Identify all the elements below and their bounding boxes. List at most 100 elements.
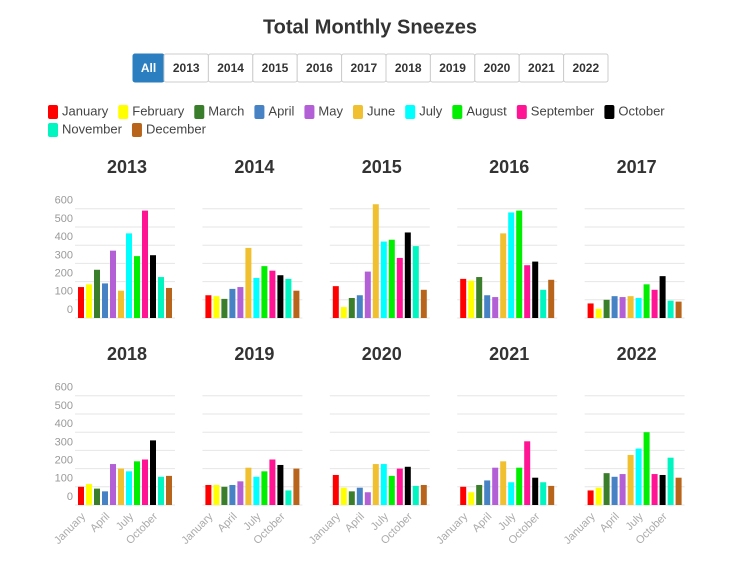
legend-label[interactable]: December: [146, 121, 207, 136]
bar: [420, 484, 427, 505]
x-tick-label: April: [216, 511, 240, 535]
bar: [126, 233, 132, 318]
bar: [118, 468, 124, 505]
bar: [261, 471, 268, 505]
bar: [659, 474, 666, 505]
bar: [643, 432, 650, 505]
legend-swatch[interactable]: [516, 105, 527, 119]
bar: [245, 467, 252, 505]
bar: [595, 487, 602, 505]
bar: [396, 257, 403, 318]
bar: [372, 464, 379, 505]
legend-label[interactable]: November: [62, 121, 123, 136]
x-tick-label: January: [179, 510, 216, 547]
filter-label[interactable]: 2018: [395, 61, 422, 75]
y-tick-label: 400: [55, 418, 73, 430]
filter-label[interactable]: 2017: [350, 61, 377, 75]
filter-label[interactable]: 2016: [306, 61, 333, 75]
legend-label[interactable]: April: [268, 103, 294, 118]
bar: [229, 484, 236, 505]
filter-label[interactable]: 2014: [217, 61, 244, 75]
filter-label[interactable]: All: [141, 61, 156, 75]
bar: [205, 484, 212, 505]
y-tick-label: 100: [55, 286, 73, 298]
bar: [261, 266, 268, 318]
bar: [404, 466, 411, 505]
bar: [651, 474, 658, 505]
bar: [476, 277, 483, 318]
bar: [396, 468, 403, 505]
filter-label[interactable]: 2019: [439, 61, 466, 75]
bar: [587, 303, 594, 318]
bar: [532, 261, 539, 318]
bar: [118, 290, 124, 318]
bar: [166, 287, 172, 318]
legend-swatch[interactable]: [254, 105, 265, 119]
legend-label[interactable]: July: [419, 103, 443, 118]
bar: [524, 441, 531, 505]
bar: [412, 485, 419, 505]
legend-swatch[interactable]: [352, 105, 363, 119]
legend-swatch[interactable]: [405, 105, 416, 119]
panel-title: 2018: [107, 344, 147, 364]
y-tick-label: 400: [55, 231, 73, 243]
panel-title: 2019: [234, 344, 274, 364]
bar: [484, 480, 491, 505]
filter-label[interactable]: 2021: [528, 61, 555, 75]
bar: [667, 300, 674, 318]
legend-swatch[interactable]: [304, 105, 315, 119]
bar: [524, 265, 531, 318]
legend-label[interactable]: June: [367, 103, 395, 118]
filter-label[interactable]: 2013: [173, 61, 200, 75]
bar: [404, 232, 411, 318]
bar: [635, 297, 642, 318]
legend-label[interactable]: March: [208, 103, 244, 118]
legend-swatch[interactable]: [604, 105, 615, 119]
y-tick-label: 100: [55, 473, 73, 485]
bar: [508, 212, 515, 318]
bar: [277, 275, 284, 318]
legend-swatch[interactable]: [48, 105, 58, 119]
y-tick-label: 500: [55, 213, 73, 225]
legend-label[interactable]: January: [62, 103, 109, 118]
bar: [285, 490, 292, 505]
filter-label[interactable]: 2015: [262, 61, 289, 75]
filter-label[interactable]: 2020: [484, 61, 511, 75]
legend-swatch[interactable]: [118, 105, 129, 119]
bar: [126, 471, 132, 505]
legend-swatch[interactable]: [131, 123, 142, 137]
y-tick-label: 300: [55, 249, 73, 261]
bar: [611, 296, 618, 318]
y-tick-label: 600: [55, 195, 73, 207]
bar: [237, 481, 244, 505]
bar: [253, 476, 260, 505]
bar: [540, 289, 547, 318]
bar: [380, 241, 387, 318]
y-tick-label: 600: [55, 382, 73, 394]
bar: [269, 459, 276, 505]
bar: [675, 301, 682, 318]
bar: [364, 492, 371, 505]
legend-swatch[interactable]: [452, 105, 463, 119]
bar: [285, 278, 292, 318]
legend-label[interactable]: May: [318, 103, 343, 118]
bar: [293, 290, 300, 318]
bar: [229, 288, 236, 318]
bar: [643, 284, 650, 318]
bar: [78, 486, 84, 505]
filter-label[interactable]: 2022: [572, 61, 599, 75]
bar: [110, 250, 116, 318]
bar: [293, 468, 300, 505]
legend-label[interactable]: September: [531, 103, 595, 118]
legend-label[interactable]: February: [132, 103, 185, 118]
legend-label[interactable]: October: [618, 103, 665, 118]
legend-swatch[interactable]: [194, 105, 205, 119]
x-tick-label: January: [434, 510, 471, 547]
bar: [675, 477, 682, 505]
bar: [340, 487, 347, 505]
bar: [460, 486, 467, 505]
filter-button[interactable]: [563, 53, 609, 83]
legend-label[interactable]: August: [466, 103, 507, 118]
legend-swatch[interactable]: [48, 123, 58, 137]
